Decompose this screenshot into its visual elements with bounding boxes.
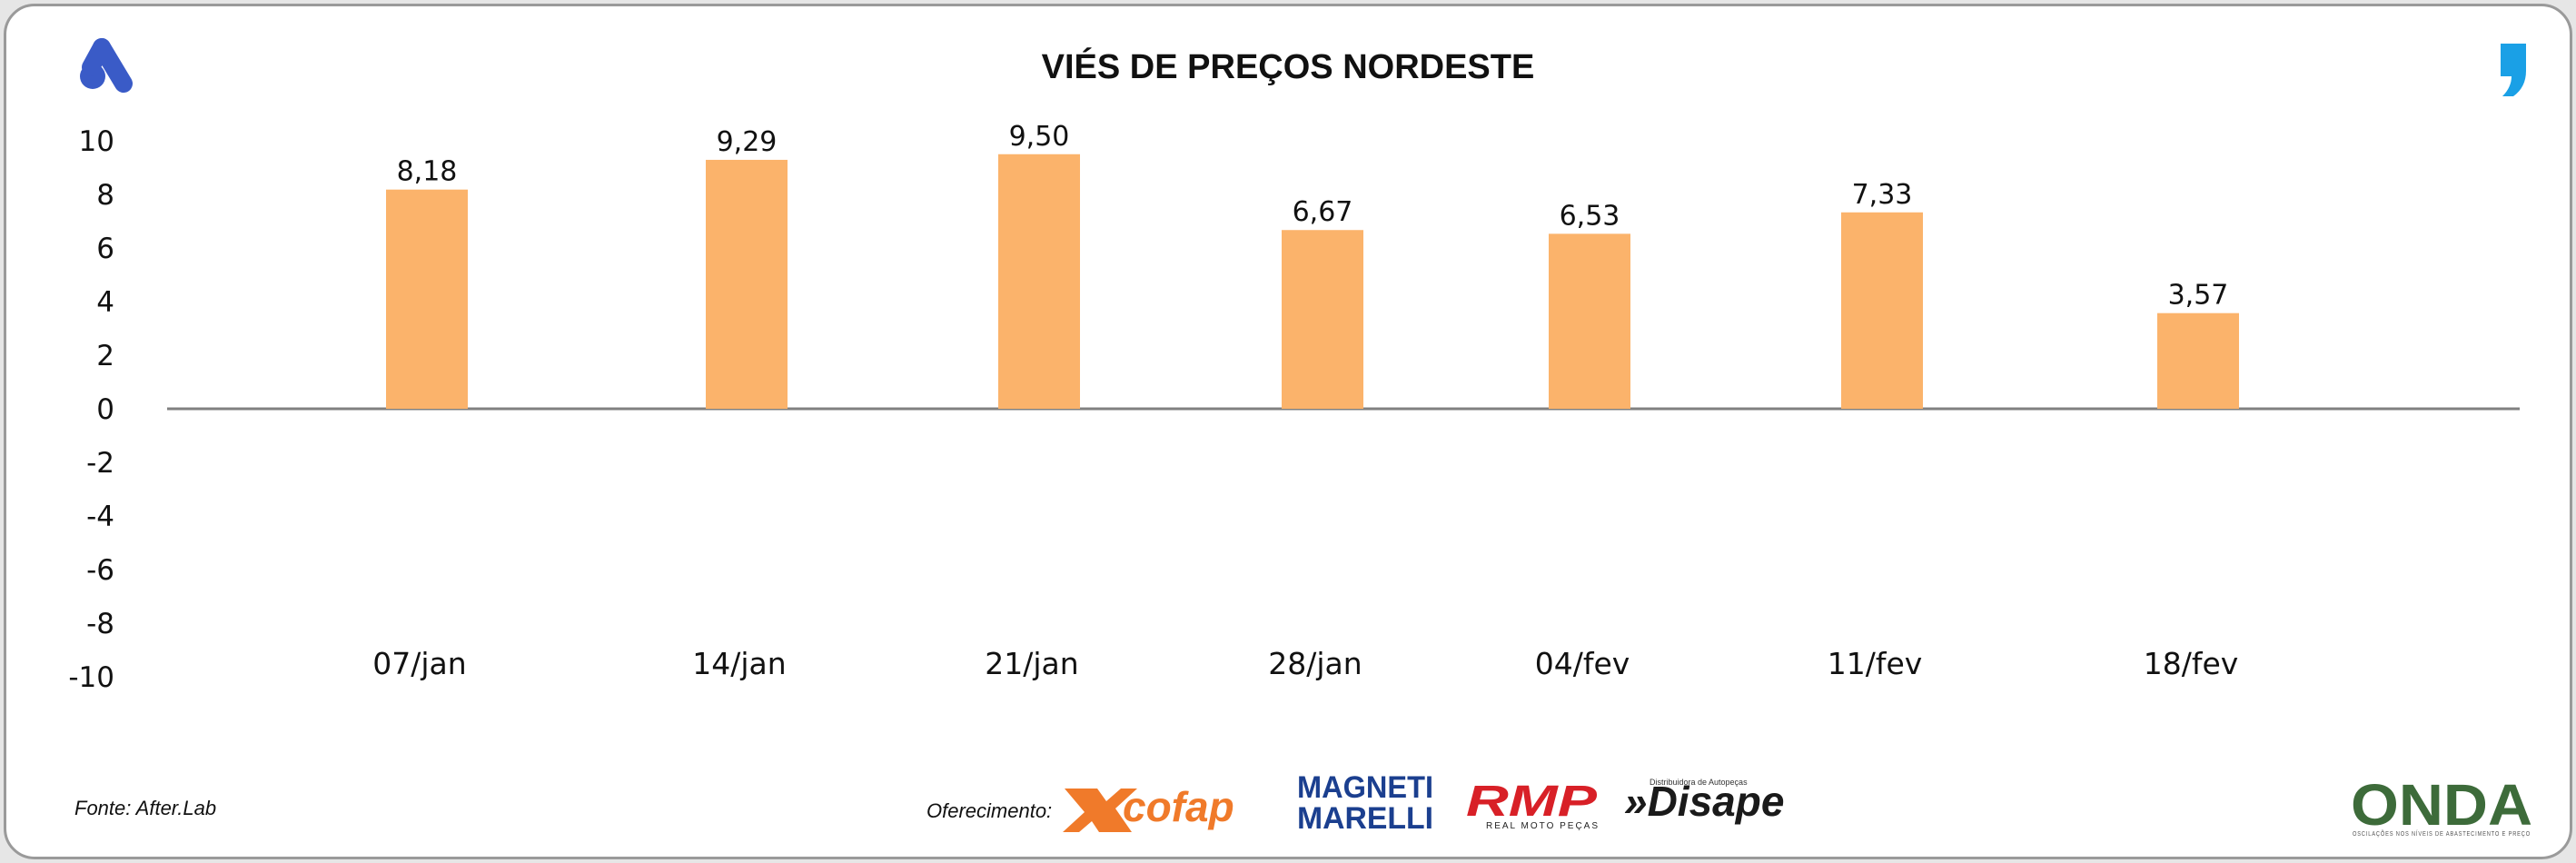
y-tick-label: 4 xyxy=(96,286,114,319)
bar-data-label: 6,67 xyxy=(1293,196,1353,228)
bar xyxy=(706,159,788,409)
y-tick-label: -2 xyxy=(86,447,114,480)
svg-text:OSCILAÇÕES NOS NÍVEIS DE ABAST: OSCILAÇÕES NOS NÍVEIS DE ABASTECIMENTO E… xyxy=(2353,829,2531,838)
brand-a-logo-icon xyxy=(80,38,133,93)
y-tick-label: -6 xyxy=(86,554,114,587)
bar-data-label: 7,33 xyxy=(1852,179,1913,211)
magneti-marelli-logo: MAGNETI MARELLI xyxy=(1297,770,1433,836)
y-tick-label: 0 xyxy=(96,393,114,426)
x-tick-label: 07/jan xyxy=(372,646,466,681)
bar-data-label: 3,57 xyxy=(2168,280,2229,312)
y-axis: 10 8 6 4 2 0 -2 -4 -6 -8 -10 xyxy=(68,125,114,694)
svg-text:RMP: RMP xyxy=(1466,778,1598,826)
rmp-logo: RMP REAL MOTO PEÇAS xyxy=(1466,778,1600,831)
svg-text:MAGNETI: MAGNETI xyxy=(1297,770,1433,805)
svg-text:ONDA: ONDA xyxy=(2351,772,2532,838)
y-tick-label: 10 xyxy=(79,125,114,158)
y-tick-label: 8 xyxy=(96,179,114,212)
bar xyxy=(1549,233,1630,409)
y-tick-label: 6 xyxy=(96,233,114,265)
bar-data-label: 8,18 xyxy=(397,156,458,188)
bar xyxy=(386,189,468,409)
sponsor-label: Oferecimento: xyxy=(926,799,1052,822)
source-note: Fonte: After.Lab xyxy=(74,797,216,819)
quote-mark-icon xyxy=(2501,44,2526,96)
y-tick-label: 2 xyxy=(96,340,114,372)
cofap-x-icon xyxy=(1063,789,1137,832)
x-tick-label: 21/jan xyxy=(985,646,1078,681)
bar xyxy=(1841,212,1923,409)
x-tick-label: 28/jan xyxy=(1268,646,1362,681)
svg-text:REAL MOTO PEÇAS: REAL MOTO PEÇAS xyxy=(1486,821,1600,831)
x-tick-label: 14/jan xyxy=(692,646,786,681)
svg-text:MARELLI: MARELLI xyxy=(1297,801,1433,836)
y-tick-label: -8 xyxy=(86,608,114,640)
bar xyxy=(998,154,1080,409)
svg-text:cofap: cofap xyxy=(1123,783,1234,830)
chart-card xyxy=(4,4,2572,859)
disape-logo: Distribuidora de Autopeças »Disape xyxy=(1624,778,1784,825)
x-axis: 07/jan 14/jan 21/jan 28/jan 04/fev 11/fev 18/f… xyxy=(372,646,2238,681)
y-tick-label: -10 xyxy=(68,661,114,694)
bar-data-label: 6,53 xyxy=(1560,200,1620,232)
bar-data-label: 9,29 xyxy=(717,126,778,158)
chart-title: VIÉS DE PREÇOS NORDESTE xyxy=(1042,46,1535,86)
svg-text:Distribuidora de Autopeças: Distribuidora de Autopeças xyxy=(1650,778,1748,787)
x-tick-label: 04/fev xyxy=(1535,646,1630,681)
bar xyxy=(2157,312,2239,409)
y-tick-label: -4 xyxy=(86,501,114,533)
bar-series: 8,18 9,29 9,50 6,67 6,53 7,33 3,57 xyxy=(386,121,2239,409)
svg-text:»Disape: »Disape xyxy=(1624,778,1784,825)
cofap-logo: cofap xyxy=(1063,783,1234,832)
onda-logo: ONDA OSCILAÇÕES NOS NÍVEIS DE ABASTECIME… xyxy=(2351,772,2532,838)
x-tick-label: 11/fev xyxy=(1828,646,1923,681)
x-tick-label: 18/fev xyxy=(2144,646,2239,681)
bar xyxy=(1282,230,1363,409)
bar-data-label: 9,50 xyxy=(1009,121,1070,153)
